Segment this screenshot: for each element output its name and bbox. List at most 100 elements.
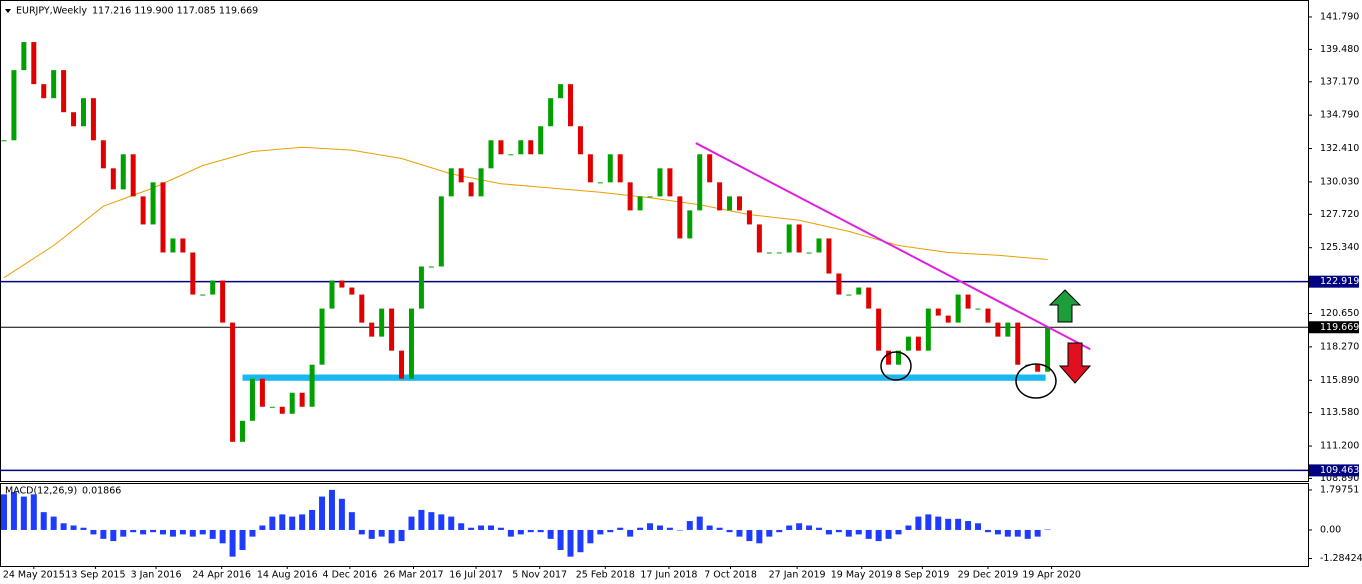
candle-body xyxy=(71,112,77,127)
macd-bar xyxy=(199,529,206,535)
macd-bar xyxy=(428,512,435,530)
y-tick-label: 108.890 xyxy=(1320,473,1359,484)
x-tick-label: 7 Oct 2018 xyxy=(704,570,757,581)
candle-body xyxy=(766,252,772,254)
macd-bar xyxy=(1044,529,1051,531)
macd-bar xyxy=(706,525,713,530)
macd-bar xyxy=(20,496,27,530)
macd-bar xyxy=(1004,529,1011,537)
price-label: 122.919 xyxy=(1320,276,1359,287)
candle-body xyxy=(120,154,126,190)
macd-bar xyxy=(458,523,465,530)
candle-body xyxy=(886,350,892,365)
macd-bar xyxy=(60,523,67,530)
price-label-box xyxy=(1309,275,1359,288)
macd-bar xyxy=(547,529,554,539)
macd-bar xyxy=(905,525,912,530)
circle-marker xyxy=(1015,363,1057,399)
macd-bar xyxy=(299,514,306,530)
candle-body xyxy=(637,196,643,211)
y-tick-label: 0.00 xyxy=(1320,524,1341,535)
candle-body xyxy=(269,406,275,408)
macd-bar xyxy=(348,512,355,530)
macd-bar xyxy=(269,516,276,530)
macd-bar xyxy=(130,529,137,533)
x-tick-label: 16 Jul 2017 xyxy=(449,570,503,581)
macd-bar xyxy=(915,516,922,530)
y-tick-label: 134.790 xyxy=(1320,110,1359,121)
candle-body xyxy=(965,294,971,309)
candle-body xyxy=(597,182,603,184)
x-tick-label: 3 Jan 2016 xyxy=(131,570,182,581)
y-tick-label: 115.890 xyxy=(1320,375,1359,386)
macd-bar xyxy=(865,529,872,539)
candle-body xyxy=(508,154,514,156)
candle-body xyxy=(568,84,574,127)
macd-bar xyxy=(855,529,862,535)
candle-body xyxy=(249,378,255,421)
macd-bar xyxy=(408,516,415,530)
candle-body xyxy=(915,336,921,351)
macd-bar xyxy=(994,529,1001,535)
x-tick-label: 26 Mar 2017 xyxy=(383,570,443,581)
x-tick-label: 4 Dec 2016 xyxy=(323,570,378,581)
macd-bar xyxy=(319,496,326,530)
macd-bar xyxy=(895,529,902,535)
x-tick-label: 13 Sep 2015 xyxy=(65,570,125,581)
candle-body xyxy=(399,350,405,379)
y-tick-label: 127.720 xyxy=(1320,209,1359,220)
candle-body xyxy=(796,224,802,253)
macd-bar xyxy=(666,527,673,530)
macd-bar xyxy=(825,529,832,535)
x-tick-label: 19 Apr 2020 xyxy=(1022,570,1081,581)
macd-bar xyxy=(448,516,455,530)
candle-body xyxy=(448,168,454,197)
macd-bar xyxy=(815,527,822,530)
candle-body xyxy=(240,420,246,442)
macd-bar xyxy=(984,529,991,533)
macd-bar xyxy=(110,529,117,542)
candle-body xyxy=(866,287,872,309)
macd-bar xyxy=(160,529,167,535)
candle-body xyxy=(776,252,782,254)
macd-bar xyxy=(935,516,942,530)
candle-body xyxy=(61,70,67,113)
macd-bar xyxy=(786,525,793,530)
y-tick-label: 113.580 xyxy=(1320,407,1359,418)
candle-body xyxy=(1,140,7,142)
macd-bar xyxy=(776,529,783,533)
candle-body xyxy=(925,308,931,351)
candle-body xyxy=(140,196,146,225)
candle-body xyxy=(727,196,733,211)
macd-bar xyxy=(70,525,77,530)
macd-bar xyxy=(328,489,335,530)
candle-body xyxy=(389,308,395,351)
macd-bar xyxy=(189,529,196,537)
candle-body xyxy=(647,196,653,198)
price-panel xyxy=(0,0,1309,482)
macd-bar xyxy=(637,527,644,530)
candle-body xyxy=(577,126,583,155)
candle-body xyxy=(11,70,17,141)
macd-title: MACD(12,26,9) xyxy=(5,486,77,497)
macd-bar xyxy=(179,529,186,535)
macd-bar xyxy=(100,529,107,539)
macd-bar xyxy=(537,529,544,533)
candle-body xyxy=(667,168,673,197)
candle-body xyxy=(707,154,713,183)
y-tick-label: 120.650 xyxy=(1320,308,1359,319)
macd-bar xyxy=(607,529,614,533)
macd-bar xyxy=(378,529,385,537)
macd-bar xyxy=(219,529,226,544)
candle-body xyxy=(458,168,464,183)
macd-bar xyxy=(746,529,753,542)
candle-body xyxy=(289,392,295,414)
candle-body xyxy=(150,182,156,225)
candle-body xyxy=(905,336,911,351)
macd-bar xyxy=(239,529,246,550)
candle-body xyxy=(518,140,524,155)
macd-bar xyxy=(249,529,256,537)
macd-bar xyxy=(945,518,952,530)
macd-bar xyxy=(229,529,236,557)
